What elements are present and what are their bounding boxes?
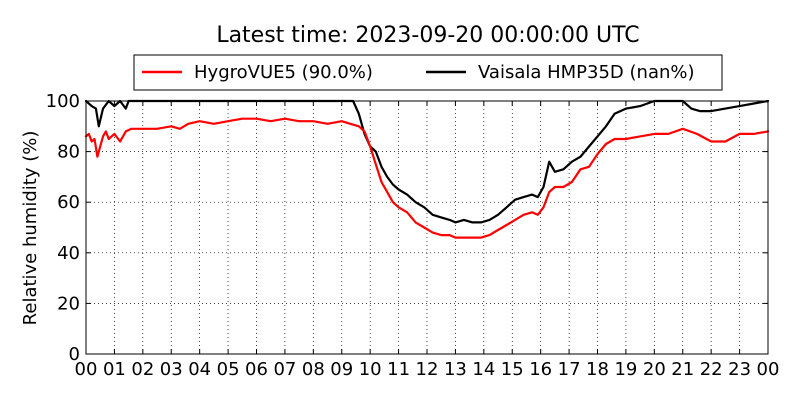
x-tick-label: 16 <box>529 359 552 380</box>
x-tick-label: 00 <box>757 359 780 380</box>
chart-title: Latest time: 2023-09-20 00:00:00 UTC <box>216 23 639 48</box>
x-tick-label: 19 <box>614 359 637 380</box>
y-tick-label: 20 <box>57 293 80 314</box>
x-tick-label: 13 <box>444 359 467 380</box>
plot-frame <box>85 100 769 355</box>
x-tick-label: 23 <box>728 359 751 380</box>
y-tick-label: 80 <box>57 142 80 163</box>
legend: HygroVUE5 (90.0%) Vaisala HMP35D (nan%) <box>133 54 723 91</box>
x-tick-label: 12 <box>416 359 439 380</box>
x-tick-label: 10 <box>359 359 382 380</box>
y-axis-label: Relative humidity (%) <box>20 131 41 326</box>
x-tick-label: 14 <box>472 359 495 380</box>
x-tick-label: 11 <box>387 359 410 380</box>
x-tick-label: 15 <box>501 359 524 380</box>
grid <box>86 101 768 354</box>
x-tick-label: 08 <box>302 359 325 380</box>
x-tick-label: 03 <box>160 359 183 380</box>
x-tick-label: 06 <box>245 359 268 380</box>
x-tick-label: 07 <box>273 359 296 380</box>
legend-label-hygrovue5: HygroVUE5 (90.0%) <box>194 62 373 83</box>
y-tick-labels: 0 20 40 60 80 100 <box>46 91 80 365</box>
x-tick-label: 20 <box>643 359 666 380</box>
legend-label-vaisala: Vaisala HMP35D (nan%) <box>478 62 695 83</box>
x-tick-label: 00 <box>75 359 98 380</box>
x-tick-label: 21 <box>671 359 694 380</box>
y-tick-label: 40 <box>57 243 80 264</box>
y-tick-label: 100 <box>46 91 80 112</box>
y-tick-label: 60 <box>57 192 80 213</box>
x-tick-label: 01 <box>103 359 126 380</box>
x-tick-label: 22 <box>700 359 723 380</box>
x-tick-label: 17 <box>558 359 581 380</box>
ticks <box>85 100 769 355</box>
x-tick-labels: 00 01 02 03 04 05 06 07 08 09 10 11 12 13 14 15 16 17 18 19… <box>75 359 780 380</box>
x-tick-label: 05 <box>217 359 240 380</box>
x-tick-label: 18 <box>586 359 609 380</box>
series-line-hygrovue5 <box>84 117 770 239</box>
y-tick-label: 0 <box>69 344 80 365</box>
x-tick-label: 02 <box>131 359 154 380</box>
x-tick-label: 09 <box>330 359 353 380</box>
x-tick-label: 04 <box>188 359 211 380</box>
